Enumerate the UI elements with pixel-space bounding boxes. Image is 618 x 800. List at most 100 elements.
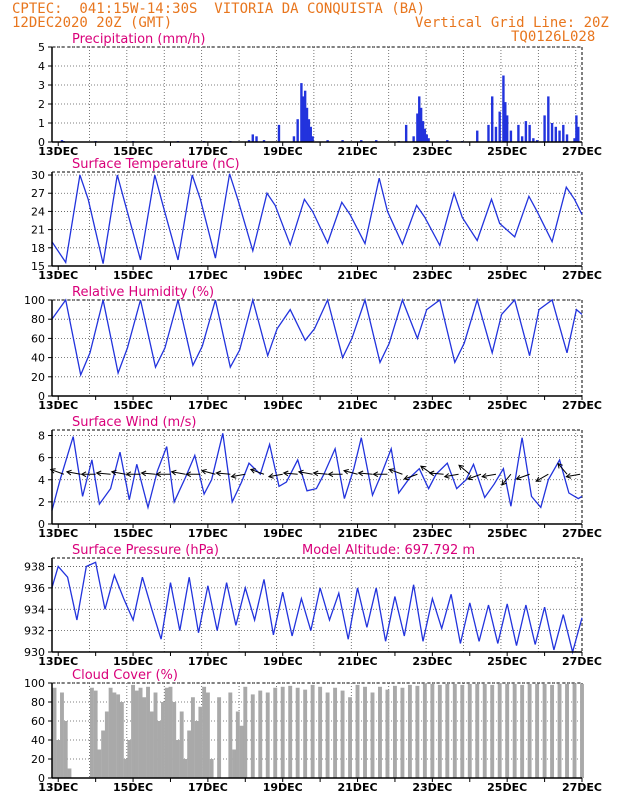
wind-arrow-shaft [389, 468, 403, 475]
cloud-cover-bar [385, 689, 390, 778]
precipitation-bar [494, 126, 498, 142]
cloud-cover-bar [183, 759, 188, 778]
cloud-cover-y-tick-label: 20 [31, 753, 45, 766]
precipitation-y-tick-label: 0 [38, 136, 45, 149]
cloud-cover-bar [333, 687, 338, 778]
cloud-cover-bar [198, 706, 203, 778]
precipitation-x-tick-label: 17DEC [188, 145, 228, 158]
wind-arrow-shaft [96, 472, 111, 475]
cloud-cover-bar [108, 687, 113, 778]
precipitation-bar [311, 136, 314, 142]
cloud-cover-bar [550, 684, 555, 778]
precipitation-bar [300, 83, 303, 142]
precipitation-bar [416, 113, 419, 142]
wind-arrow-head [230, 473, 237, 479]
precipitation-x-tick-label: 15DEC [113, 145, 153, 158]
cloud-cover-bar [194, 721, 199, 778]
cloud-cover-bar [452, 683, 457, 778]
cloud-cover-bar [355, 684, 360, 778]
precipitation-bar [423, 128, 427, 142]
wind-x-tick-label: 15DEC [113, 527, 153, 540]
cloud-cover-x-tick-label: 25DEC [487, 781, 527, 794]
cloud-cover-bar [527, 683, 532, 778]
wind-arrow-head [466, 474, 473, 481]
precipitation-bar [517, 124, 520, 142]
wind-arrow-head [481, 473, 488, 479]
precipitation-bar [421, 121, 425, 142]
precipitation-bar [307, 119, 311, 142]
precipitation-bar [446, 140, 449, 142]
wind-arrow-head [443, 473, 450, 479]
wind-arrow-head [357, 470, 364, 477]
precipitation-bar [292, 136, 296, 142]
wind-arrow-head [140, 470, 147, 477]
cloud-cover-bar [557, 683, 562, 778]
wind-y-tick-label: 2 [38, 496, 45, 509]
cloud-cover-bar [325, 692, 330, 778]
pressure-x-tick-label: 17DEC [188, 655, 228, 668]
humidity-series-line [51, 297, 583, 378]
precipitation-bar [418, 96, 421, 142]
precipitation-bar [360, 140, 363, 142]
cloud-cover-bar [153, 692, 158, 778]
pressure-x-tick-label: 19DEC [263, 655, 303, 668]
wind-arrow-shaft [201, 470, 216, 475]
precipitation-bar [498, 111, 501, 142]
precipitation-bar [375, 140, 378, 142]
wind-arrow-shaft [313, 472, 328, 475]
precipitation-bar [487, 124, 490, 142]
wind-arrow-shaft [557, 463, 568, 475]
cloud-cover-bar [258, 690, 263, 778]
wind-arrow-head [428, 470, 435, 477]
precipitation-x-tick-label: 19DEC [263, 145, 303, 158]
pressure-y-tick-label: 934 [24, 603, 45, 616]
humidity-x-tick-label: 23DEC [412, 399, 452, 412]
cloud-cover-bar [437, 684, 442, 778]
humidity-x-tick-label: 25DEC [487, 399, 527, 412]
precipitation-bar [305, 107, 309, 142]
cloud-cover-bar [303, 689, 308, 778]
humidity-y-tick-label: 40 [31, 352, 45, 365]
wind-arrow-shaft [141, 472, 156, 475]
wind-arrow-head [65, 469, 72, 476]
precipitation-bar [524, 121, 528, 142]
wind-arrow-head [342, 468, 349, 475]
cloud-cover-bar [318, 686, 323, 778]
precipitation-y-tick-label: 1 [38, 117, 45, 130]
cloud-cover-x-tick-label: 27DEC [562, 781, 602, 794]
wind-arrow-shaft [216, 472, 231, 475]
wind-arrow-shaft [566, 473, 581, 478]
pressure-annotation: Model Altitude: 697.792 m [302, 543, 475, 558]
cloud-cover-bar [430, 683, 435, 778]
wind-arrow-shaft [171, 471, 186, 475]
cloud-cover-bar [209, 759, 214, 778]
cloud-cover-bar [179, 711, 184, 778]
temperature-x-tick-label: 19DEC [263, 269, 303, 282]
header-grid-line-info: Vertical Grid Line: 20Z [415, 15, 609, 31]
wind-arrow-head [312, 470, 319, 477]
wind-arrow-head [557, 462, 563, 469]
cloud-cover-bar [497, 683, 502, 778]
wind-arrow-head [185, 471, 192, 478]
pressure-x-tick-label: 25DEC [487, 655, 527, 668]
precipitation-bar [412, 136, 415, 142]
precipitation-bar [532, 138, 535, 142]
precipitation-y-tick-label: 3 [38, 79, 45, 92]
precipitation-bar [502, 75, 505, 142]
cloud-cover-bar [535, 683, 540, 778]
pressure-x-tick-label: 13DEC [38, 655, 78, 668]
precipitation-bar [491, 96, 494, 142]
wind-arrow-shaft [444, 473, 459, 478]
cloud-cover-bar [127, 740, 132, 778]
wind-x-tick-label: 27DEC [562, 527, 602, 540]
cloud-cover-bar [445, 683, 450, 778]
wind-arrow-head [535, 476, 542, 482]
wind-x-tick-label: 25DEC [487, 527, 527, 540]
precipitation-bar [509, 130, 513, 142]
temperature-x-tick-label: 15DEC [113, 269, 153, 282]
precipitation-bar [577, 126, 580, 142]
temperature-y-tick-label: 21 [31, 224, 45, 237]
cloud-cover-bar [232, 749, 237, 778]
pressure-x-tick-label: 27DEC [562, 655, 602, 668]
wind-arrow-shaft [250, 468, 265, 475]
